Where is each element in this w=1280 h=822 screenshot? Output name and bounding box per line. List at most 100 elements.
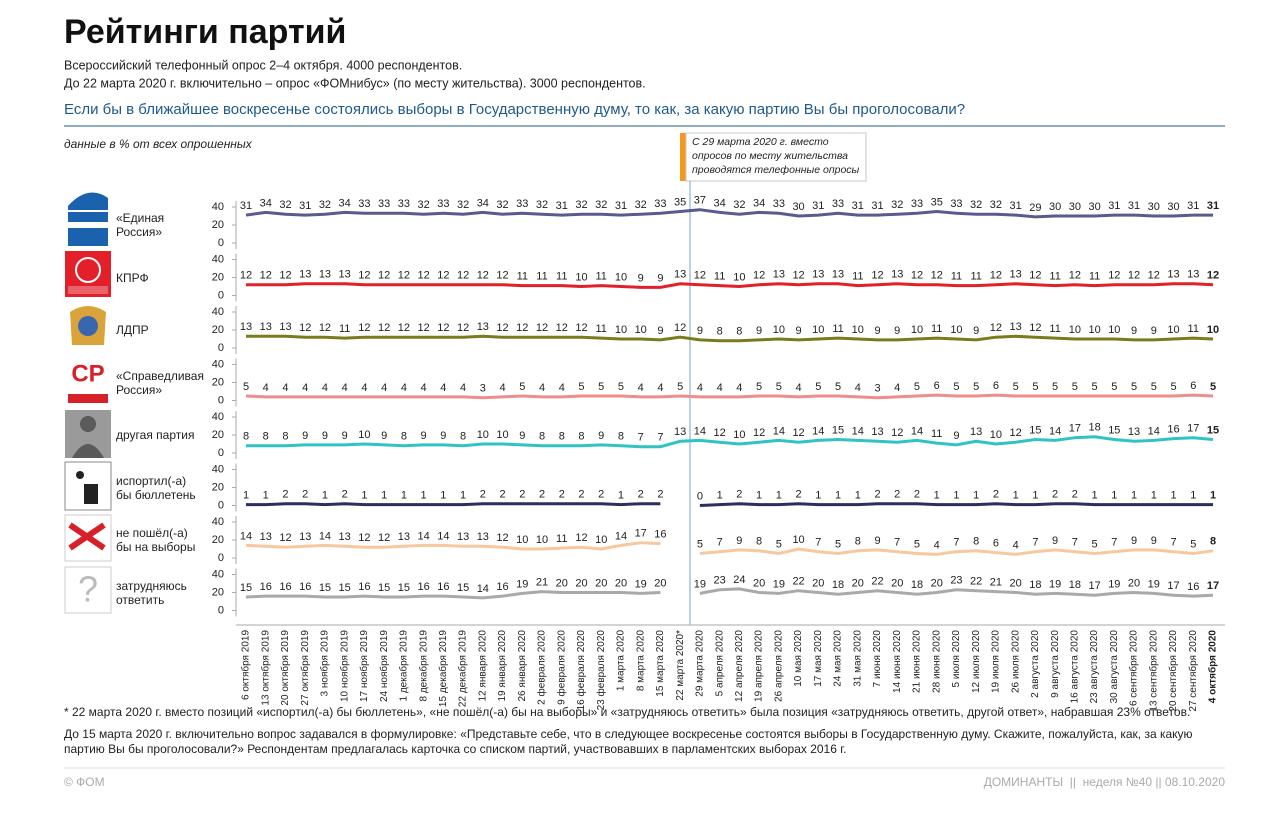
x-tick-label: 16 февраля 2020 bbox=[575, 630, 587, 711]
value-label: 13 bbox=[240, 321, 252, 333]
value-label: 5 bbox=[776, 538, 782, 550]
value-label: 16 bbox=[299, 581, 311, 593]
x-tick-label: 13 октября 2019 bbox=[259, 630, 271, 706]
value-label: 12 bbox=[398, 322, 410, 334]
value-label: 31 bbox=[240, 200, 252, 212]
y-tick-label: 0 bbox=[218, 447, 224, 459]
value-label: 1 bbox=[973, 490, 979, 502]
value-label: 12 bbox=[871, 270, 883, 282]
value-label: 12 bbox=[240, 270, 252, 282]
logo-er-text bbox=[68, 228, 108, 246]
value-label: 18 bbox=[832, 579, 844, 591]
logo-er-bear bbox=[68, 192, 108, 210]
value-label: 9 bbox=[440, 430, 446, 442]
value-label: 32 bbox=[891, 199, 903, 211]
value-label: 8 bbox=[578, 431, 584, 443]
value-label: 5 bbox=[1092, 381, 1098, 393]
value-label: 23 bbox=[950, 575, 962, 587]
x-tick-label: 12 января 2020 bbox=[477, 630, 488, 702]
y-tick-label: 20 bbox=[212, 481, 224, 493]
value-label: 34 bbox=[714, 197, 726, 209]
x-tick-label: 10 ноября 2019 bbox=[338, 630, 350, 702]
logo-ldpr-center bbox=[78, 316, 98, 336]
value-label: 11 bbox=[1188, 323, 1199, 335]
value-label: 4 bbox=[401, 382, 407, 394]
value-label: 30 bbox=[1167, 201, 1179, 213]
series-label: другая партия bbox=[116, 428, 194, 442]
value-label: 9 bbox=[697, 325, 703, 337]
x-tick-label: 22 марта 2020* bbox=[675, 630, 686, 701]
series-line bbox=[246, 502, 1213, 507]
value-label: 20 bbox=[1128, 577, 1140, 589]
value-label: 13 bbox=[970, 426, 982, 438]
value-label: 10 bbox=[911, 324, 923, 336]
value-label: 14 bbox=[417, 530, 429, 542]
value-label: 9 bbox=[736, 535, 742, 547]
x-tick-label: 12 июля 2020 bbox=[971, 630, 982, 693]
value-label: 1 bbox=[263, 490, 269, 502]
value-label: 20 bbox=[812, 577, 824, 589]
value-label: 12 bbox=[516, 322, 528, 334]
value-label: 5 bbox=[598, 381, 604, 393]
value-label: 31 bbox=[556, 200, 568, 212]
value-label: 6 bbox=[993, 380, 999, 392]
value-label: 2 bbox=[480, 489, 486, 501]
value-label: 12 bbox=[378, 270, 390, 282]
value-label: 4 bbox=[855, 382, 861, 394]
value-label: 5 bbox=[1131, 381, 1137, 393]
x-tick-label: 10 мая 2020 bbox=[793, 630, 804, 687]
x-tick-label: 15 декабря 2019 bbox=[437, 630, 449, 708]
value-label: 4 bbox=[796, 382, 802, 394]
value-label: 32 bbox=[575, 199, 587, 211]
value-label: 9 bbox=[874, 325, 880, 337]
value-label: 1 bbox=[243, 490, 249, 502]
value-label: 7 bbox=[657, 432, 663, 444]
value-label: 4 bbox=[1013, 539, 1019, 551]
value-label: 13 bbox=[477, 531, 489, 543]
value-label: 8 bbox=[263, 431, 269, 443]
value-label: 15 bbox=[1029, 424, 1041, 436]
value-label: 9 bbox=[519, 430, 525, 442]
value-label: 11 bbox=[714, 271, 725, 283]
value-label: 7 bbox=[1170, 537, 1176, 549]
y-tick-label: 0 bbox=[218, 289, 224, 301]
value-label: 19 bbox=[1108, 578, 1120, 590]
logo-sr-band bbox=[68, 394, 108, 403]
value-label: 13 bbox=[773, 269, 785, 281]
x-tick-label: 24 мая 2020 bbox=[833, 630, 844, 687]
value-label: 14 bbox=[240, 530, 252, 542]
value-label: 15 bbox=[398, 582, 410, 594]
value-label: 9 bbox=[342, 430, 348, 442]
value-label: 33 bbox=[832, 198, 844, 210]
value-label: 15 bbox=[339, 582, 351, 594]
value-label: 1 bbox=[1190, 490, 1196, 502]
value-label: 32 bbox=[457, 199, 469, 211]
value-label: 13 bbox=[812, 269, 824, 281]
x-tick-label: 27 октября 2019 bbox=[299, 630, 311, 706]
value-label: 13 bbox=[1187, 269, 1199, 281]
value-label: 14 bbox=[319, 530, 331, 542]
value-label: 19 bbox=[694, 578, 706, 590]
value-label: 20 bbox=[575, 577, 587, 589]
value-label: 7 bbox=[953, 537, 959, 549]
value-label: 12 bbox=[575, 532, 587, 544]
series-line bbox=[246, 282, 1214, 289]
value-label: 4 bbox=[421, 382, 427, 394]
x-tick-label: 26 января 2020 bbox=[517, 630, 528, 702]
value-label: 4 bbox=[263, 382, 269, 394]
value-label: 5 bbox=[756, 381, 762, 393]
x-tick-label: 6 сентября 2020 bbox=[1128, 630, 1140, 706]
value-label: 30 bbox=[792, 201, 804, 213]
value-label: 17 bbox=[1187, 423, 1199, 435]
x-tick-label: 21 июня 2020 bbox=[912, 630, 923, 693]
value-label: 13 bbox=[339, 269, 351, 281]
value-label: 19 bbox=[635, 578, 647, 590]
value-label: 20 bbox=[931, 577, 943, 589]
x-tick-label: 30 августа 2020 bbox=[1109, 630, 1120, 704]
value-label: 9 bbox=[1131, 325, 1137, 337]
value-label: 7 bbox=[894, 537, 900, 549]
logo-er-shape bbox=[68, 212, 108, 222]
series-line bbox=[246, 435, 1214, 449]
value-label: 12 bbox=[398, 270, 410, 282]
value-label: 32 bbox=[635, 199, 647, 211]
